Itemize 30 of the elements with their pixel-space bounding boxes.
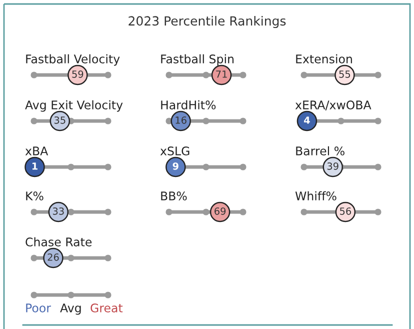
category-label: xBA xyxy=(25,146,48,156)
text: Great xyxy=(90,303,123,312)
category-label: HardHit% xyxy=(161,100,216,110)
text: 2023 Percentile Rankings xyxy=(128,16,286,28)
data-label: 1 xyxy=(32,162,38,170)
text: Avg xyxy=(60,304,81,315)
data-label: 69 xyxy=(214,207,226,215)
text: Poor xyxy=(26,304,51,312)
data-label: 35 xyxy=(54,116,66,124)
category-label: Extension xyxy=(296,54,352,64)
data-label: 55 xyxy=(339,70,350,78)
data-label: 26 xyxy=(48,253,59,261)
category-label: Fastball Spin xyxy=(161,54,234,66)
data-label: 4 xyxy=(304,116,310,124)
data-label: 9 xyxy=(172,162,178,170)
data-label: 33 xyxy=(52,207,64,215)
category-label: xSLG xyxy=(160,146,190,156)
data-label: 59 xyxy=(72,70,84,78)
data-label: 56 xyxy=(340,207,352,215)
category-label: Fastball Velocity xyxy=(26,54,120,66)
category-label: K% xyxy=(26,191,44,200)
data-label: 39 xyxy=(327,162,338,170)
category-label: Chase Rate xyxy=(26,237,92,246)
category-label: xERA/xwOBA xyxy=(295,100,372,110)
category-label: Avg Exit Velocity xyxy=(25,100,123,112)
category-label: Whiff% xyxy=(295,191,336,200)
category-label: BB% xyxy=(161,191,187,200)
data-label: 71 xyxy=(216,70,227,78)
data-label: 16 xyxy=(176,116,186,124)
category-label: Barrel % xyxy=(296,146,344,156)
